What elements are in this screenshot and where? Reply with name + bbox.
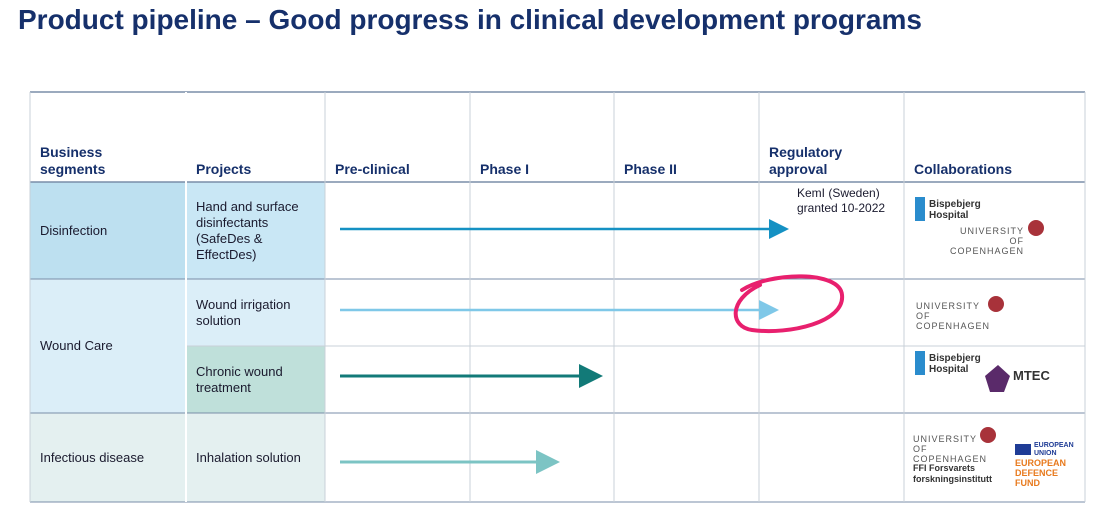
collaborator: FFI Forsvarets forskningsinstitutt (913, 463, 992, 484)
logo-mark (1028, 220, 1044, 236)
project: Chronic wound treatment (196, 363, 283, 395)
segment: Wound Care (40, 338, 113, 353)
project-bg (186, 346, 325, 413)
note: KemI (Sweden) granted 10-2022 (797, 186, 886, 215)
slide-title: Product pipeline – Good progress in clin… (18, 4, 922, 35)
project-bg (186, 182, 325, 279)
header: Phase II (624, 161, 677, 177)
project: Inhalation solution (196, 449, 301, 465)
header: Projects (196, 161, 252, 177)
grid (29, 91, 1086, 503)
collaborator: UNIVERSITY OF COPENHAGEN (949, 226, 1024, 256)
logo-mark (980, 427, 996, 443)
logo-mark (988, 296, 1004, 312)
segment: Disinfection (40, 222, 108, 238)
segment-bg (30, 279, 186, 413)
header: Collaborations (914, 161, 1013, 177)
header: Pre-clinical (335, 161, 410, 177)
collaborator: EUROPEAN DEFENCE FUND (1015, 458, 1067, 488)
segment-bg (30, 413, 325, 502)
collaborator: UNIVERSITY OF COPENHAGEN (916, 301, 991, 331)
logo-mark (1015, 444, 1031, 455)
logo-mark (985, 365, 1010, 392)
project-bg (186, 279, 325, 346)
project: Hand and surface disinfectants (SafeDes … (196, 198, 299, 262)
logo-mark (915, 197, 925, 221)
collaborator: EUROPEAN UNION (1034, 442, 1074, 457)
segment-bg (30, 182, 186, 279)
logo-mark (915, 351, 925, 375)
collaborator: Bispebjerg Hospital (929, 199, 981, 221)
collaborator: MTEC (1013, 368, 1050, 383)
project: Wound irrigation solution (196, 296, 291, 328)
header: Regulatory approval (769, 144, 843, 177)
highlight-circle (733, 274, 845, 334)
collaborator: UNIVERSITY OF COPENHAGEN (913, 434, 988, 464)
header: Phase I (480, 161, 530, 177)
collaborator: Bispebjerg Hospital (929, 353, 981, 375)
header: Business segments (40, 144, 106, 177)
segment: Infectious disease (40, 449, 145, 465)
